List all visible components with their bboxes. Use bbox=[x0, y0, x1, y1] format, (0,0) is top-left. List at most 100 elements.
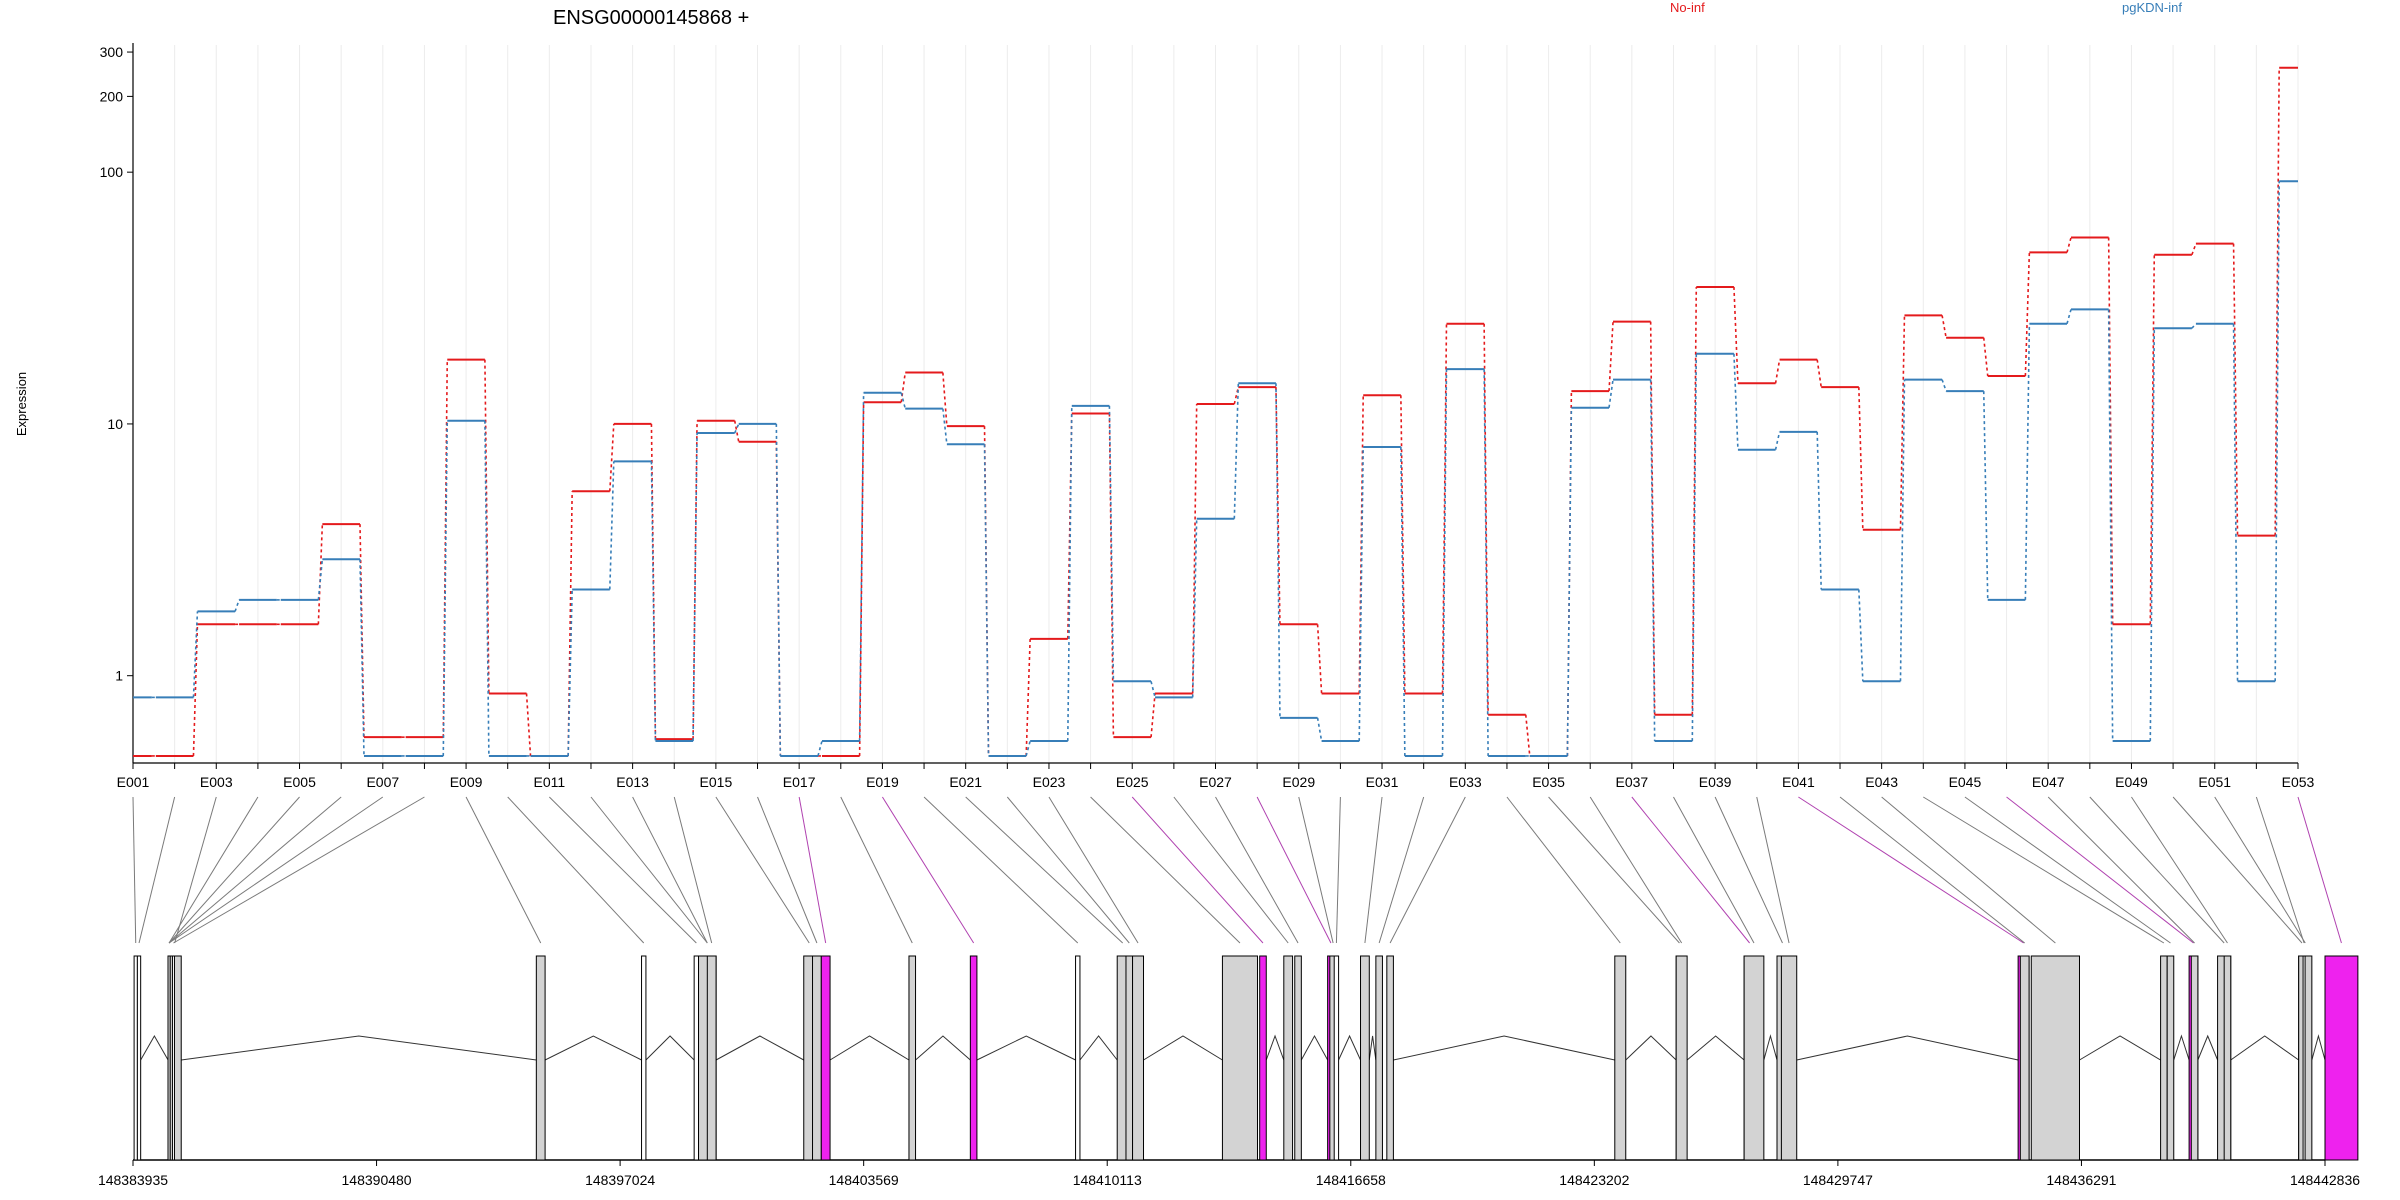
exon-connector-line bbox=[2131, 796, 2228, 944]
exon-box bbox=[1675, 955, 1688, 1161]
exon-connector-line bbox=[1335, 796, 1341, 944]
intron-line bbox=[1265, 1034, 1285, 1061]
x-tick-label: E033 bbox=[1449, 774, 1482, 790]
x-tick-label: E053 bbox=[2282, 774, 2315, 790]
y-axis-label: Expression bbox=[14, 372, 29, 436]
intron-line bbox=[1763, 1034, 1778, 1061]
exon-connector-line bbox=[138, 796, 176, 944]
exon-connector-line bbox=[1673, 796, 1755, 944]
series-connector-No-inf bbox=[1441, 323, 1448, 694]
series-connector-No-inf bbox=[1816, 359, 1822, 388]
genomic-tick-label: 148423202 bbox=[1559, 1172, 1629, 1188]
series-connector-pgKDN-inf bbox=[2024, 323, 2031, 600]
exon-box bbox=[693, 955, 700, 1161]
exon-box bbox=[2302, 955, 2306, 1161]
y-tick-label: 100 bbox=[100, 164, 124, 180]
exon-box bbox=[641, 955, 647, 1161]
series-connector-pgKDN-inf bbox=[942, 408, 948, 445]
series-connector-No-inf bbox=[2024, 252, 2031, 377]
gene-model-track: 148383935 148390480 148397024 148403569 1484… bbox=[98, 955, 2360, 1188]
exon-connector-line bbox=[2172, 796, 2303, 944]
exon-box bbox=[2190, 955, 2199, 1161]
x-tick-label: E035 bbox=[1532, 774, 1565, 790]
exon-connector-line bbox=[168, 796, 342, 944]
exon-connector-line bbox=[1048, 796, 1139, 944]
exon-box bbox=[2166, 955, 2175, 1161]
exon-box bbox=[1283, 955, 1294, 1161]
exon-connector-line bbox=[465, 796, 542, 944]
x-tick-label: E007 bbox=[366, 774, 399, 790]
x-tick-label: E019 bbox=[866, 774, 899, 790]
exon-connector-line bbox=[1506, 796, 1621, 944]
exon-box bbox=[171, 955, 175, 1161]
exon-connector-line bbox=[1964, 796, 2171, 944]
exon-box bbox=[908, 955, 917, 1161]
series-connector-pgKDN-inf bbox=[2066, 309, 2072, 324]
exon-box bbox=[1743, 955, 1765, 1161]
series-connector-No-inf bbox=[525, 693, 532, 756]
intron-line bbox=[1686, 1035, 1745, 1061]
exon-connector-line bbox=[1839, 796, 2026, 944]
x-tick-label: E039 bbox=[1699, 774, 1732, 790]
exon-connector-line bbox=[174, 796, 217, 944]
series-connector-No-inf bbox=[1941, 315, 1947, 338]
exon-box bbox=[1294, 955, 1302, 1161]
y-tick-label: 200 bbox=[100, 88, 124, 104]
exon-connector-line bbox=[2255, 796, 2305, 944]
x-tick-label: E029 bbox=[1282, 774, 1315, 790]
x-tick-label: E013 bbox=[616, 774, 649, 790]
x-tick-label: E043 bbox=[1865, 774, 1898, 790]
exon-connector-line bbox=[1548, 796, 1680, 944]
series-connector-pgKDN-inf bbox=[1108, 405, 1115, 682]
series-connector-pgKDN-inf bbox=[1649, 379, 1656, 742]
intron-line bbox=[829, 1035, 910, 1061]
exon-connector-line bbox=[1298, 796, 1334, 944]
exon-connector-line bbox=[2089, 796, 2225, 944]
genomic-tick-label: 148436291 bbox=[2046, 1172, 2116, 1188]
exon-connector-line bbox=[1173, 796, 1289, 944]
exon-connector-line bbox=[132, 796, 137, 944]
intron-line bbox=[1338, 1034, 1361, 1061]
exon-connector-lines bbox=[132, 796, 2342, 944]
x-tick-label: E041 bbox=[1782, 774, 1815, 790]
series-connector-pgKDN-inf bbox=[1816, 431, 1823, 590]
x-tick-label: E001 bbox=[117, 774, 150, 790]
series-connector-No-inf bbox=[1858, 387, 1864, 530]
series-connector-pgKDN-inf bbox=[2274, 181, 2280, 682]
exon-connector-line bbox=[1881, 796, 2056, 944]
exon-box bbox=[820, 955, 831, 1161]
chart-title: ENSG00000145868 + bbox=[553, 7, 749, 29]
series-connector-pgKDN-inf bbox=[359, 559, 365, 756]
exon-box bbox=[1386, 955, 1394, 1161]
x-tick-label: E037 bbox=[1615, 774, 1648, 790]
series-connector-pgKDN-inf bbox=[900, 392, 907, 409]
exon-connector-line bbox=[1756, 796, 1790, 944]
exon-connector-line bbox=[1215, 796, 1299, 944]
series-connector-No-inf bbox=[2232, 243, 2239, 536]
exon-connector-line bbox=[1256, 796, 1332, 944]
intron-line bbox=[2230, 1035, 2299, 1061]
x-tick-label: E011 bbox=[534, 774, 566, 790]
series-connector-pgKDN-inf bbox=[1941, 379, 1947, 392]
exon-connector-line bbox=[798, 796, 827, 944]
exon-box bbox=[1221, 955, 1258, 1161]
series-connector-pgKDN-inf bbox=[1066, 405, 1073, 742]
series-connector-No-inf bbox=[1608, 321, 1614, 392]
x-tick-label: E025 bbox=[1116, 774, 1149, 790]
exon-connector-line bbox=[1090, 796, 1241, 944]
intron-line bbox=[1079, 1035, 1118, 1061]
genomic-tick-label: 148429747 bbox=[1803, 1172, 1873, 1188]
exon-connector-line bbox=[757, 796, 818, 944]
series-connector-No-inf bbox=[900, 372, 907, 403]
x-tick-label: E031 bbox=[1366, 774, 1399, 790]
exon-connector-line bbox=[168, 796, 384, 944]
series-connector-pgKDN-inf bbox=[1358, 446, 1365, 742]
series-connector-pgKDN-inf bbox=[983, 444, 990, 756]
x-tick-label: E015 bbox=[700, 774, 733, 790]
series-connector-No-inf bbox=[2107, 237, 2114, 625]
series-connector-pgKDN-inf bbox=[775, 423, 782, 756]
series-connector-pgKDN-inf bbox=[317, 559, 324, 600]
series-connector-pgKDN-inf bbox=[1982, 391, 1989, 600]
series-connector-pgKDN-inf bbox=[1483, 369, 1489, 756]
